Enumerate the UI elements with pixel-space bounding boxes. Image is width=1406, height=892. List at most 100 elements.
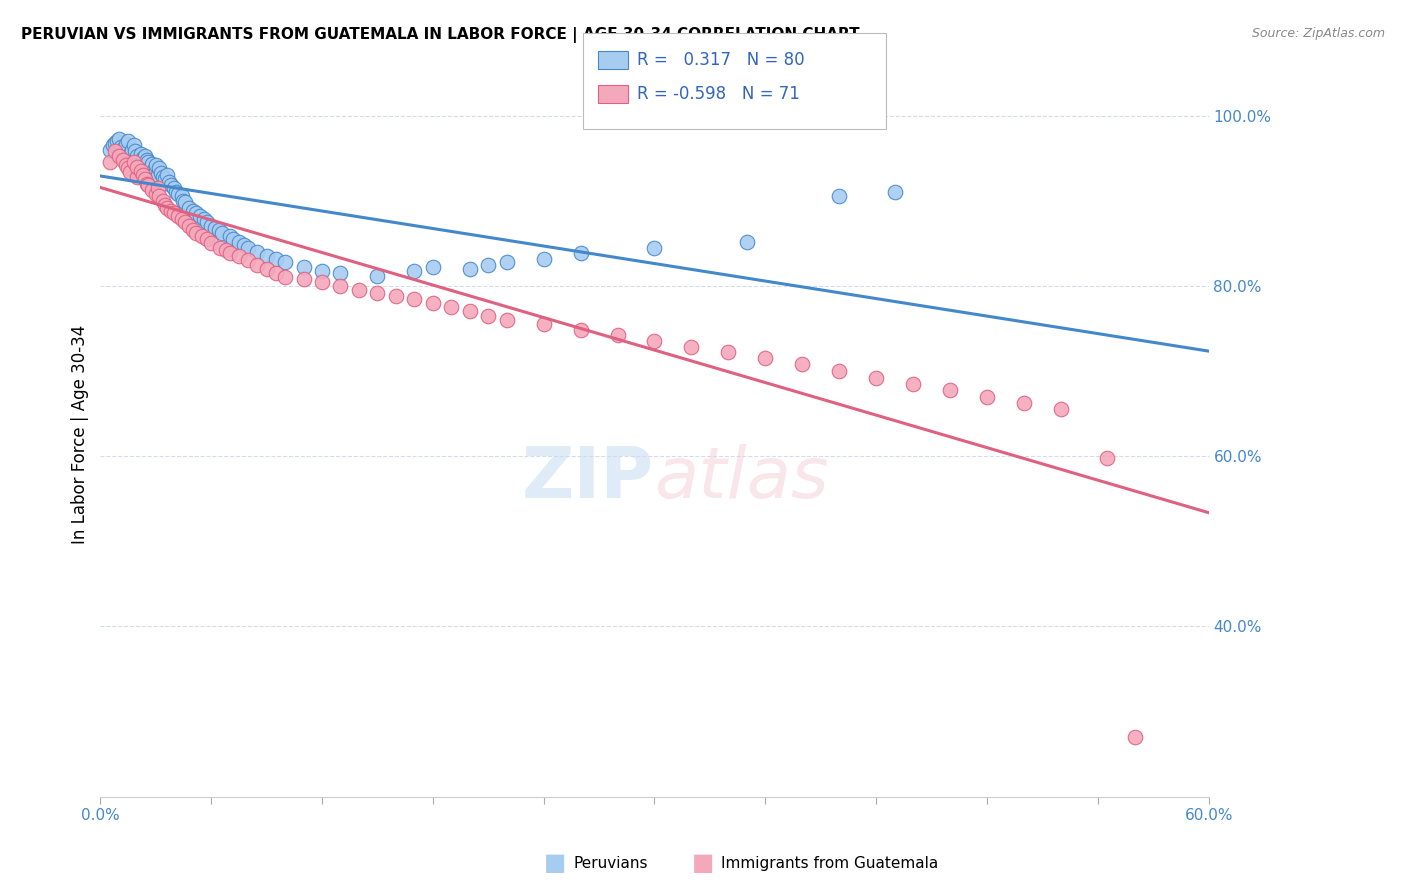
Point <box>104 145 127 159</box>
Point <box>138 178 160 193</box>
Point <box>329 266 352 280</box>
Point <box>246 244 269 259</box>
Point <box>495 313 517 327</box>
Point <box>128 153 150 167</box>
Point <box>152 194 174 208</box>
Point <box>256 261 278 276</box>
Point <box>643 334 665 348</box>
Point <box>181 223 204 237</box>
Point <box>883 185 905 199</box>
Point <box>127 155 149 169</box>
Point <box>717 345 740 359</box>
Point <box>735 235 758 249</box>
Y-axis label: In Labor Force | Age 30-34: In Labor Force | Age 30-34 <box>72 326 89 544</box>
Point <box>134 172 156 186</box>
Point <box>1012 396 1035 410</box>
Point <box>108 149 131 163</box>
Point <box>404 263 426 277</box>
Point <box>127 169 149 184</box>
Point <box>292 272 315 286</box>
Text: R = -0.598   N = 71: R = -0.598 N = 71 <box>637 85 800 103</box>
Point <box>159 178 181 193</box>
Point <box>211 226 233 240</box>
Point <box>1050 402 1073 417</box>
Point <box>329 278 352 293</box>
Point <box>274 270 297 285</box>
Point <box>606 328 628 343</box>
Point <box>157 175 180 189</box>
Point <box>135 153 157 167</box>
Point <box>98 155 121 169</box>
Point <box>129 158 152 172</box>
Point <box>533 317 555 331</box>
Point <box>366 268 388 283</box>
Point <box>264 252 287 266</box>
Text: ■: ■ <box>692 852 714 875</box>
Point <box>197 215 219 229</box>
Point <box>118 165 141 179</box>
Point <box>311 263 333 277</box>
Point <box>1095 450 1118 465</box>
Text: ZIP: ZIP <box>522 443 654 513</box>
Point <box>142 163 165 178</box>
Point <box>385 289 408 303</box>
Point <box>181 203 204 218</box>
Point <box>1123 730 1146 744</box>
Point <box>127 149 149 163</box>
Point <box>146 181 169 195</box>
Point <box>188 209 211 223</box>
Point <box>135 177 157 191</box>
Point <box>134 148 156 162</box>
Point <box>148 161 170 176</box>
Point <box>167 209 190 223</box>
Point <box>533 252 555 266</box>
Point <box>236 253 259 268</box>
Text: R =   0.317   N = 80: R = 0.317 N = 80 <box>637 51 804 69</box>
Point <box>163 206 186 220</box>
Point <box>170 189 193 203</box>
Point <box>111 153 134 167</box>
Point <box>172 194 194 208</box>
Point <box>132 151 155 165</box>
Point <box>174 195 197 210</box>
Point <box>103 138 125 153</box>
Point <box>643 240 665 254</box>
Point <box>138 155 160 169</box>
Point <box>115 137 138 152</box>
Text: atlas: atlas <box>654 443 830 513</box>
Point <box>569 246 592 260</box>
Point <box>152 169 174 184</box>
Point <box>141 184 163 198</box>
Point <box>236 240 259 254</box>
Point <box>440 300 463 314</box>
Point <box>292 260 315 274</box>
Point <box>108 146 131 161</box>
Point <box>134 154 156 169</box>
Point <box>118 146 141 161</box>
Point <box>105 134 128 148</box>
Point <box>477 309 499 323</box>
Point <box>197 232 219 246</box>
Text: Immigrants from Guatemala: Immigrants from Guatemala <box>721 856 939 871</box>
Point <box>204 221 226 235</box>
Point <box>186 226 208 240</box>
Point <box>264 266 287 280</box>
Point <box>186 206 208 220</box>
Point <box>274 255 297 269</box>
Point <box>117 161 139 176</box>
Point <box>207 223 229 237</box>
Point <box>174 215 197 229</box>
Point <box>233 238 256 252</box>
Text: ■: ■ <box>544 852 567 875</box>
Point <box>422 260 444 274</box>
Point <box>146 168 169 182</box>
Point <box>121 143 143 157</box>
Point <box>122 138 145 153</box>
Point <box>828 364 851 378</box>
Point <box>422 296 444 310</box>
Point <box>458 261 481 276</box>
Point <box>153 198 176 212</box>
Point <box>495 255 517 269</box>
Point <box>167 186 190 201</box>
Point <box>132 168 155 182</box>
